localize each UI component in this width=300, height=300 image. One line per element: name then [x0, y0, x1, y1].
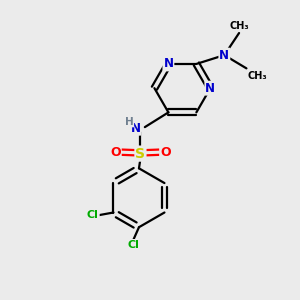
Text: Cl: Cl [127, 240, 139, 250]
Text: CH₃: CH₃ [229, 21, 249, 31]
Text: H: H [125, 117, 134, 127]
Text: Cl: Cl [87, 210, 99, 220]
Text: N: N [219, 49, 229, 62]
Text: S: S [135, 147, 146, 160]
Text: N: N [164, 57, 173, 70]
Text: O: O [110, 146, 121, 159]
Text: O: O [160, 146, 171, 159]
Text: N: N [130, 122, 140, 135]
Text: N: N [206, 82, 215, 95]
Text: CH₃: CH₃ [248, 71, 268, 81]
